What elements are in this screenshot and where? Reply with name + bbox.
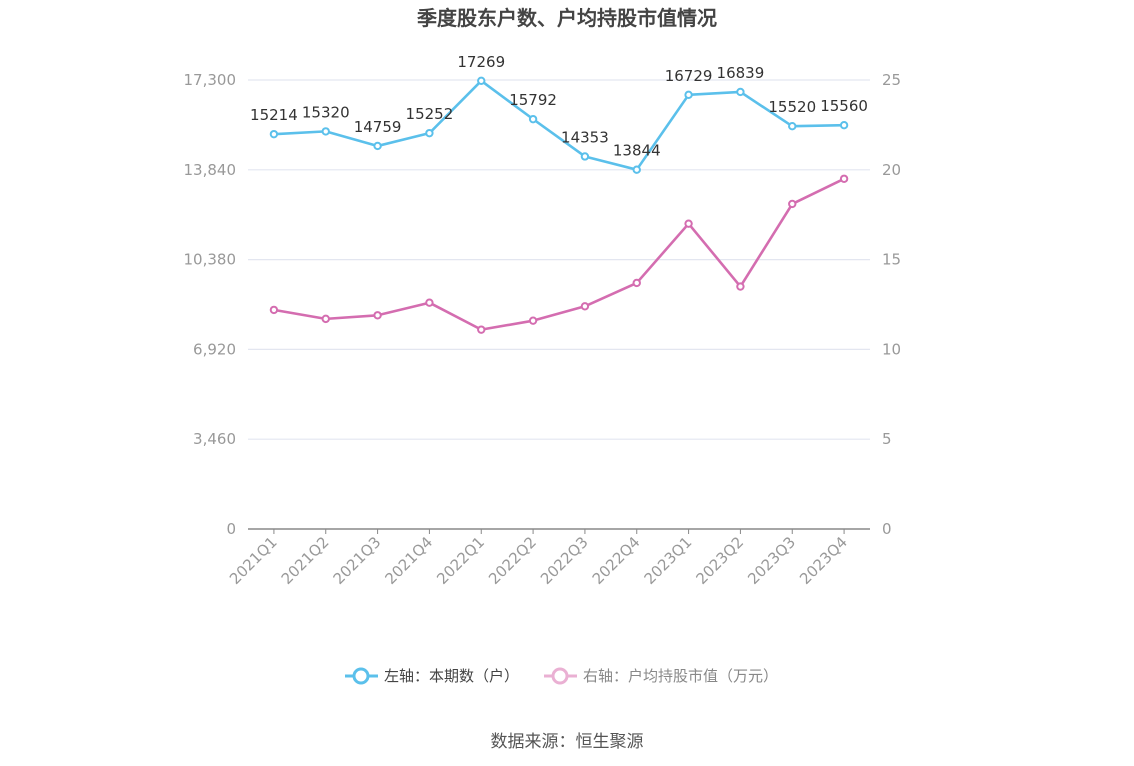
data-label: 15520	[768, 98, 816, 116]
legend: 左轴：本期数（户） 右轴：户均持股市值（万元）	[345, 667, 778, 685]
legend-item-left-axis[interactable]: 左轴：本期数（户）	[345, 667, 519, 685]
series-point-0[interactable]	[788, 121, 797, 131]
series-point-1[interactable]	[373, 311, 382, 320]
series-point-1[interactable]	[632, 278, 641, 288]
series-point-0[interactable]	[425, 128, 434, 138]
data-label: 13844	[613, 142, 661, 160]
series-point-1[interactable]	[788, 199, 797, 209]
data-label: 15560	[820, 97, 868, 115]
series-point-0[interactable]	[528, 114, 538, 124]
x-tick-label: 2023Q3	[744, 533, 799, 588]
series-point-1[interactable]	[425, 298, 434, 307]
series-point-0[interactable]	[839, 120, 849, 130]
series-point-0[interactable]	[321, 127, 330, 136]
series-point-1[interactable]	[839, 174, 849, 183]
x-tick-label: 2021Q1	[226, 533, 281, 588]
axis-layer: 0 0 3,460 5 6,920 10 10,380 15 13,840 20 17,300 25 2…	[184, 71, 902, 588]
series-layer	[269, 76, 849, 334]
x-tick-label: 2021Q4	[381, 533, 436, 588]
series-point-1[interactable]	[528, 316, 538, 325]
x-tick-label: 2023Q2	[692, 533, 747, 588]
x-tick-label: 2022Q4	[589, 533, 644, 588]
series-point-0[interactable]	[736, 87, 745, 97]
legend-label-right: 右轴：户均持股市值（万元）	[583, 667, 778, 685]
source-note: 数据来源：恒生聚源	[491, 732, 644, 752]
series-point-0[interactable]	[269, 129, 279, 139]
series-point-1[interactable]	[684, 219, 693, 228]
x-tick-label: 2022Q3	[537, 533, 592, 588]
y-right-tick-label: 25	[882, 71, 901, 89]
chart-title: 季度股东户数、户均持股市值情况	[416, 6, 717, 30]
y-left-tick-label: 6,920	[193, 340, 236, 358]
x-tick-label: 2022Q2	[485, 533, 540, 588]
y-right-tick-label: 10	[882, 340, 901, 358]
legend-item-right-axis[interactable]: 右轴：户均持股市值（万元）	[544, 667, 778, 685]
series-line-0	[273, 79, 845, 171]
data-label: 15252	[406, 105, 454, 123]
y-left-tick-label: 3,460	[193, 430, 236, 448]
data-label: 16839	[717, 64, 765, 82]
series-point-0[interactable]	[632, 165, 641, 174]
series-point-1[interactable]	[580, 302, 590, 311]
series-point-0[interactable]	[684, 90, 693, 100]
x-tick-label: 2021Q2	[278, 533, 333, 588]
series-point-1[interactable]	[736, 282, 745, 291]
legend-marker-left	[352, 667, 370, 685]
data-label: 16729	[665, 67, 713, 85]
data-label: 17269	[457, 53, 505, 71]
series-point-1[interactable]	[477, 325, 486, 334]
series-point-0[interactable]	[477, 76, 486, 86]
series-point-0[interactable]	[373, 141, 382, 151]
data-label: 15214	[250, 106, 298, 124]
data-label: 15792	[509, 91, 557, 109]
x-tick-label: 2021Q3	[330, 533, 385, 588]
y-right-tick-label: 5	[882, 430, 892, 448]
x-tick-label: 2022Q1	[433, 533, 488, 588]
series-line-1	[273, 177, 845, 331]
grid-layer	[248, 79, 870, 440]
y-right-tick-label: 20	[882, 161, 901, 179]
x-tick-label: 2023Q1	[641, 533, 696, 588]
x-tick-label: 2023Q4	[796, 533, 851, 588]
y-left-tick-label: 17,300	[184, 71, 237, 89]
y-left-tick-label: 10,380	[184, 251, 237, 269]
y-right-tick-label: 0	[882, 520, 892, 538]
series-point-1[interactable]	[269, 305, 279, 315]
legend-marker-right	[551, 667, 569, 685]
y-right-tick-label: 15	[882, 251, 901, 269]
data-label: 14353	[561, 128, 609, 146]
data-label: 14759	[354, 118, 402, 136]
y-left-tick-label: 0	[226, 520, 236, 538]
y-left-tick-label: 13,840	[184, 161, 237, 179]
legend-label-left: 左轴：本期数（户）	[384, 667, 519, 685]
data-label: 15320	[302, 103, 350, 121]
series-point-0[interactable]	[580, 152, 590, 161]
series-point-1[interactable]	[321, 314, 330, 324]
